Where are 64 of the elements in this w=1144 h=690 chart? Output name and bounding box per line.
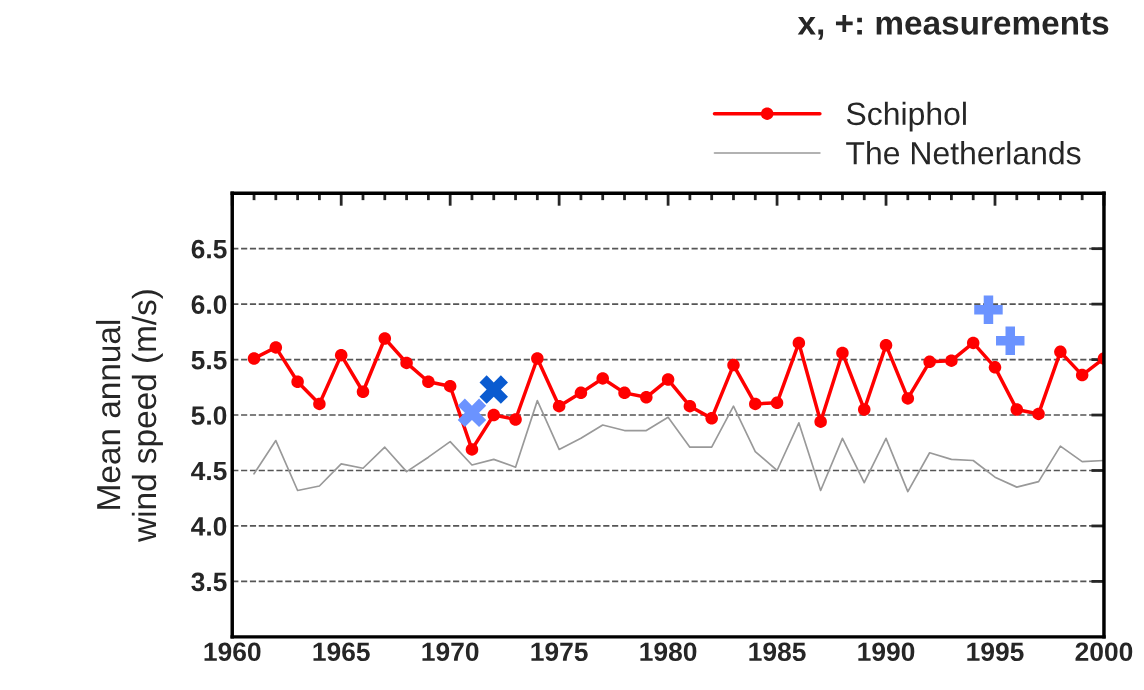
point [683,399,697,413]
point [966,336,980,350]
y-tick-label: 3.5 [191,572,227,592]
y-tick-label: 5.5 [191,350,227,370]
point [509,413,522,426]
x-tick-label: 1965 [313,642,370,662]
point [640,391,653,404]
point [705,412,718,425]
point [574,386,588,400]
point [487,408,500,422]
point [465,443,479,456]
point [247,352,261,365]
point [334,348,348,362]
point [814,415,827,428]
point [552,399,566,413]
y-tick-label: 6.0 [191,295,227,314]
point [422,375,435,389]
x-tick-label: 1970 [422,642,479,662]
point [313,397,326,411]
point [749,397,762,411]
line-series [253,399,1104,493]
y-tick-label: 5.0 [191,406,227,425]
point [727,358,740,372]
x-tick-label: 2000 [1075,642,1133,662]
point [378,332,392,345]
point [857,403,871,416]
point [1054,345,1067,359]
point [792,336,806,350]
y-tick-label: 6.5 [191,239,227,259]
point [269,341,283,354]
x-tick-label: 1985 [749,642,806,662]
point [531,352,544,365]
point [356,385,370,398]
x-tick-label: 1990 [858,642,915,662]
point [1075,368,1089,382]
point [661,373,675,386]
point [996,326,1025,355]
y-tick-label: 4.0 [191,517,227,536]
point [901,392,915,405]
point [770,396,784,410]
y-tick-label: 4.5 [191,461,227,481]
point [291,375,304,389]
point [457,398,487,428]
point [479,375,508,404]
point [618,386,631,400]
y-axis-title: Mean annual wind speed (m/s) [95,290,163,542]
x-tick-label: 1995 [967,642,1024,662]
point [596,372,609,385]
point [400,356,413,370]
point [988,361,1002,374]
legend-label: Schiphol [846,101,966,132]
x-tick-label: 1980 [640,642,697,662]
point [1010,403,1024,416]
legend-label: The Netherlands [846,141,1081,165]
point [879,338,893,352]
point [923,355,936,369]
x-tick-label: 1960 [204,642,261,662]
point [1032,407,1045,421]
point [836,346,849,360]
text: x, +: measurements [797,12,1109,40]
point [945,354,958,367]
point [443,379,457,393]
x-tick-label: 1975 [531,642,588,662]
point [974,295,1003,324]
